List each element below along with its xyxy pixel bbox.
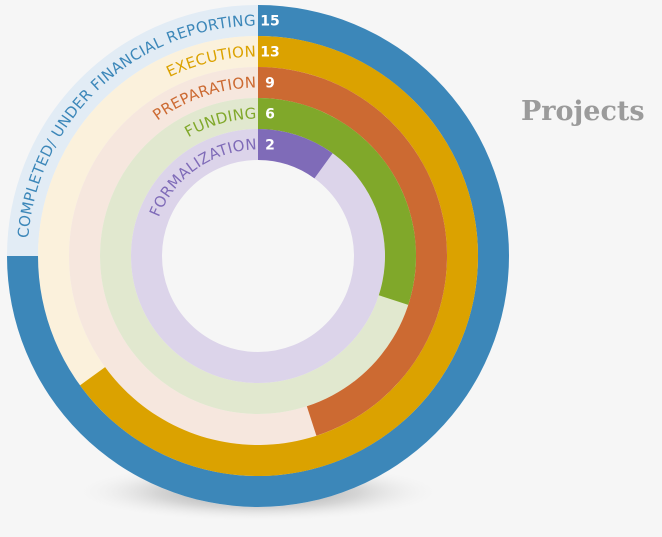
- bar-preparation: [258, 67, 447, 436]
- bar-funding: [258, 98, 416, 305]
- value-label-completed-under-financial-reporting: 15: [260, 14, 279, 30]
- value-label-execution: 13: [260, 45, 279, 61]
- value-label-funding: 6: [265, 107, 275, 123]
- chart-title: Projects: [521, 96, 645, 127]
- value-label-formalization: 2: [265, 138, 275, 154]
- bar-formalization: [258, 129, 333, 179]
- value-label-preparation: 9: [265, 76, 275, 92]
